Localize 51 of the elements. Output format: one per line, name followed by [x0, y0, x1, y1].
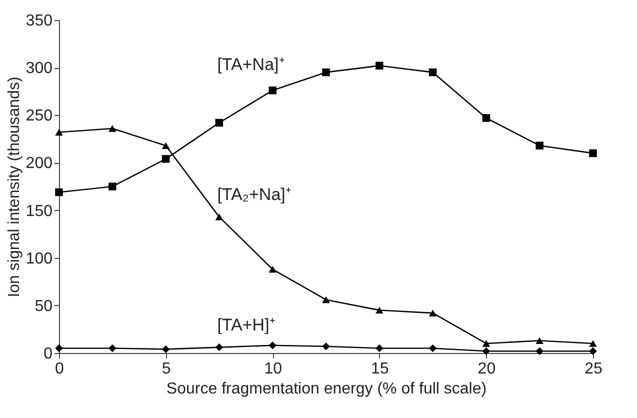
x-tick-label: 10	[264, 360, 282, 378]
y-tick-label: 200	[26, 155, 53, 172]
point	[376, 62, 384, 70]
point	[428, 310, 437, 316]
series-label: [TA+Na]⁺	[217, 54, 285, 74]
point	[322, 342, 330, 350]
point	[162, 345, 170, 354]
x-axis-title: Source fragmentation energy (% of full scale)	[166, 380, 487, 398]
point	[268, 342, 276, 350]
point	[536, 347, 544, 355]
point	[482, 340, 490, 347]
point	[376, 344, 384, 352]
y-axis-title: Ion signal intensity (thousands)	[6, 76, 23, 298]
point	[215, 214, 224, 220]
point	[589, 347, 597, 355]
point	[589, 340, 597, 347]
point	[428, 68, 437, 76]
point	[322, 68, 330, 76]
x-tick-label: 20	[478, 360, 496, 378]
y-tick-label: 100	[26, 250, 53, 268]
series-label: [TA+H]⁺	[217, 315, 276, 334]
y-tick-label: 50	[34, 298, 53, 315]
x-tick-label: 15	[371, 360, 389, 378]
point	[536, 142, 544, 150]
point	[55, 128, 63, 136]
x-tick-label: 0	[55, 360, 64, 378]
point	[108, 182, 116, 190]
point	[482, 114, 490, 122]
point	[215, 343, 224, 352]
point	[162, 155, 170, 163]
point	[215, 118, 224, 127]
point	[589, 149, 597, 158]
point	[268, 86, 276, 94]
point	[108, 125, 116, 132]
point	[322, 296, 330, 304]
y-tick-label: 0	[44, 346, 53, 362]
point	[376, 306, 384, 314]
x-tick-label: 5	[162, 360, 171, 378]
y-tick-label: 150	[26, 202, 53, 220]
y-tick-label: 250	[26, 108, 53, 125]
x-tick-label: 25	[584, 360, 602, 378]
y-tick-label: 350	[26, 12, 53, 30]
series-label: [TA₂+Na]⁺	[217, 184, 292, 204]
point	[162, 142, 170, 149]
point	[536, 337, 544, 344]
point	[482, 347, 490, 355]
point	[108, 344, 116, 352]
point	[55, 188, 63, 196]
y-tick-label: 300	[26, 60, 53, 78]
point	[268, 266, 276, 273]
point	[428, 344, 437, 352]
